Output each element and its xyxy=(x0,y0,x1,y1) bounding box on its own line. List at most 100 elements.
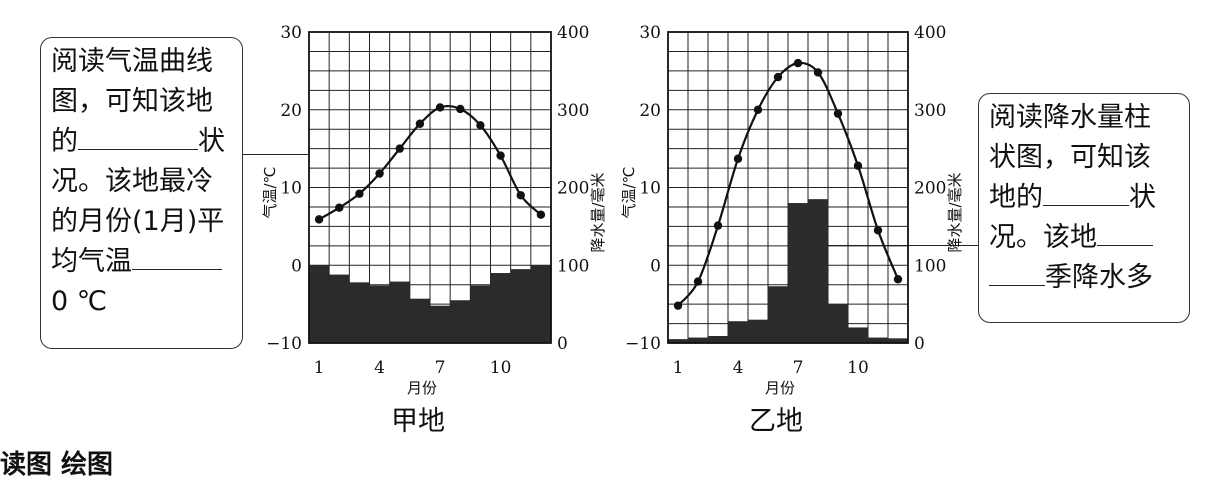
chart-b-temp-point-month-12 xyxy=(893,275,903,284)
chart-b-precip-bar-month-8 xyxy=(808,199,828,343)
chart-b-precip-bar-month-2 xyxy=(688,337,708,343)
chart-b-month-tick-label: 1 xyxy=(673,358,684,378)
chart-b-temp-point-month-11 xyxy=(873,226,883,235)
chart-b-precip-axis-title: 降水量/毫米 xyxy=(946,172,964,252)
chart-b-precip-bar-month-10 xyxy=(848,327,868,343)
chart-b-precip-tick-label: 400 xyxy=(914,23,946,43)
right-box-line-1: 阅读降水量柱 xyxy=(989,102,1151,133)
chart-a-temp-tick-label: −10 xyxy=(266,334,302,354)
chart-b-precip-bar-month-5 xyxy=(748,319,768,343)
chart-b xyxy=(667,31,909,344)
left-annotation-box: 阅读气温曲线 图，可知该地 的状 况。该地最冷 的月份(1月)平 均气温 0 ℃ xyxy=(40,37,243,349)
left-box-line-3-pre: 的 xyxy=(51,126,78,157)
chart-a-temp-point-month-3 xyxy=(355,189,364,198)
right-box-line-4-pre: 况。该地 xyxy=(989,222,1097,253)
chart-a-temp-point-month-11 xyxy=(516,191,525,200)
chart-b-temp-point-month-5 xyxy=(753,105,763,114)
chart-b-temp-tick-label: 10 xyxy=(639,179,661,199)
chart-a-precip-tick-label: 0 xyxy=(557,334,568,354)
chart-b-precip-bar-month-11 xyxy=(868,337,888,343)
chart-a-temp-axis-title: 气温/℃ xyxy=(261,167,279,219)
chart-a-precip-bar-month-10 xyxy=(490,273,511,343)
chart-a-temp-point-month-9 xyxy=(476,121,485,130)
right-box-line-5: 季降水多 xyxy=(989,258,1179,298)
right-box-line-2: 状图，可知该 xyxy=(989,142,1151,173)
chart-b-precip-bar-month-6 xyxy=(768,286,788,343)
chart-b-month-tick-label: 4 xyxy=(733,358,744,378)
chart-a-temp-point-month-6 xyxy=(415,119,425,128)
chart-b-frame xyxy=(667,31,909,344)
left-box-line-1: 阅读气温曲线 xyxy=(51,46,213,77)
blank-jan-temperature[interactable] xyxy=(132,243,222,270)
chart-a-temp-point-month-5 xyxy=(395,144,404,153)
right-box-line-4: 况。该地 xyxy=(989,218,1179,258)
chart-a-title: 甲地 xyxy=(391,406,445,437)
chart-a-temp-point-month-12 xyxy=(536,210,546,219)
left-box-line-4: 况。该地最冷 xyxy=(51,166,213,197)
left-connector-line xyxy=(243,154,309,155)
left-box-line-6-pre: 均气温 xyxy=(51,246,132,277)
chart-a-precip-tick-label: 200 xyxy=(557,179,589,199)
chart-a-precip-bar-month-5 xyxy=(389,281,410,343)
chart-b-temp-point-month-8 xyxy=(813,68,823,77)
chart-b-temp-point-month-7 xyxy=(793,58,803,68)
right-annotation-box: 阅读降水量柱 状图，可知该 地的 状 况。该地 季降水多 xyxy=(978,93,1190,323)
chart-a-precip-tick-label: 400 xyxy=(557,23,589,43)
chart-a-precip-tick-label: 100 xyxy=(557,256,589,276)
chart-a-month-tick-label: 4 xyxy=(374,358,385,378)
right-box-line-5-post: 季降水多 xyxy=(1045,262,1153,293)
chart-a-frame xyxy=(308,31,552,344)
left-box-line-2: 图，可知该地 xyxy=(51,86,213,117)
left-box-line-5: 的月份(1月)平 xyxy=(51,206,225,237)
chart-b-precip-bar-month-4 xyxy=(728,321,748,343)
chart-b-precip-bar-month-9 xyxy=(828,304,848,343)
chart-a-x-axis-title: 月份 xyxy=(407,379,437,397)
chart-b-temp-point-month-9 xyxy=(833,109,843,118)
left-box-line-3: 的状 xyxy=(51,122,232,162)
blank-precip-pattern[interactable] xyxy=(1043,179,1129,206)
chart-a-precip-bar-month-6 xyxy=(409,298,430,343)
blank-climate-type[interactable] xyxy=(78,123,198,150)
chart-b-temp-point-month-4 xyxy=(733,154,743,163)
chart-a-month-tick-label: 7 xyxy=(435,358,446,378)
chart-b-temp-point-month-2 xyxy=(693,277,703,286)
chart-a-precip-bar-month-12 xyxy=(530,265,551,343)
chart-b-precip-tick-label: 0 xyxy=(914,334,925,354)
chart-b-x-axis-title: 月份 xyxy=(765,379,795,397)
chart-b-temp-tick-label: −10 xyxy=(625,334,661,354)
chart-b-temp-point-month-10 xyxy=(853,161,863,170)
left-box-line-7: 0 ℃ xyxy=(51,286,108,317)
blank-season-part-2[interactable] xyxy=(989,259,1045,286)
chart-b-precip-bar-month-1 xyxy=(668,339,688,343)
left-box-line-6: 均气温 xyxy=(51,242,232,282)
chart-a-temp-point-month-4 xyxy=(375,169,384,178)
chart-b-temp-axis-title: 气温/℃ xyxy=(620,167,638,219)
chart-b-precip-tick-label: 200 xyxy=(914,179,946,199)
chart-b-temp-tick-label: 30 xyxy=(639,23,661,43)
chart-a-precip-bar-month-4 xyxy=(369,285,390,343)
chart-a-precip-bar-month-11 xyxy=(510,269,531,343)
blank-season-part-1[interactable] xyxy=(1097,219,1153,246)
bottom-text-fragment: 读图 绘图 xyxy=(0,450,114,480)
chart-a-temp-tick-label: 30 xyxy=(280,23,302,43)
chart-a-temp-tick-label: 20 xyxy=(280,101,302,121)
chart-a-temp-point-month-10 xyxy=(496,151,505,160)
chart-b-month-tick-label: 7 xyxy=(793,358,804,378)
chart-a-temp-point-month-7 xyxy=(435,103,445,112)
chart-b-title: 乙地 xyxy=(749,406,803,437)
chart-a xyxy=(308,31,552,344)
chart-b-precip-tick-label: 100 xyxy=(914,256,946,276)
right-box-line-3-post: 状 xyxy=(1129,182,1156,213)
chart-a-temp-point-month-1 xyxy=(314,215,324,224)
chart-b-month-tick-label: 10 xyxy=(847,358,869,378)
chart-a-precip-tick-label: 300 xyxy=(557,101,589,121)
chart-a-temp-point-month-2 xyxy=(335,203,344,212)
chart-a-temp-tick-label: 0 xyxy=(291,256,302,276)
chart-a-temp-point-month-8 xyxy=(456,104,465,114)
chart-a-precip-bar-month-2 xyxy=(329,274,350,343)
left-box-line-3-post: 状 xyxy=(198,126,225,157)
chart-a-precip-bar-month-3 xyxy=(349,282,370,343)
chart-a-precip-bar-month-7 xyxy=(430,305,451,343)
chart-a-precip-bar-month-1 xyxy=(309,265,330,343)
